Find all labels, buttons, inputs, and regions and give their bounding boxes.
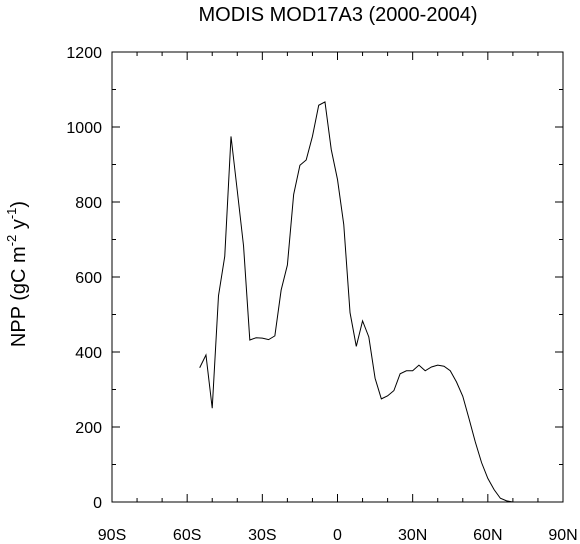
x-tick-label: 90N <box>548 527 577 544</box>
y-axis-label-main: NPP (gC m <box>8 246 30 347</box>
x-tick-label: 90S <box>98 527 126 544</box>
y-axis-label-sup-2: -1 <box>4 208 19 220</box>
y-axis-label: NPP (gC m-2 y-1) <box>4 201 30 347</box>
x-tick-label: 30S <box>248 527 276 544</box>
y-axis-label-sup-1: -2 <box>4 235 19 247</box>
y-tick-label: 1200 <box>66 45 102 62</box>
series-layer <box>199 101 551 503</box>
y-tick-label: 800 <box>75 195 102 212</box>
y-tick-label: 400 <box>75 345 102 362</box>
axis-ticks <box>111 51 564 503</box>
y-tick-label: 200 <box>75 420 102 437</box>
x-tick-label: 60N <box>473 527 502 544</box>
y-axis-label-mid: y <box>8 219 30 235</box>
y-tick-label: 1000 <box>66 120 102 137</box>
y-axis-label-end: ) <box>8 201 30 208</box>
x-tick-label: 60S <box>173 527 201 544</box>
svg-text:NPP (gC m-2 y-1): NPP (gC m-2 y-1) <box>4 201 30 347</box>
y-tick-label: 600 <box>75 270 102 287</box>
axis-tick-labels: 90S 60S 30S 0 30N 60N 90N 0 200 400 600 800 1000 1200 <box>66 45 577 544</box>
y-tick-label: 0 <box>93 495 102 512</box>
x-tick-label: 30N <box>398 527 427 544</box>
plot-frame <box>111 51 564 503</box>
series-line-0 <box>199 101 551 503</box>
x-tick-label: 0 <box>333 527 342 544</box>
chart-title: MODIS MOD17A3 (2000-2004) <box>198 4 477 26</box>
